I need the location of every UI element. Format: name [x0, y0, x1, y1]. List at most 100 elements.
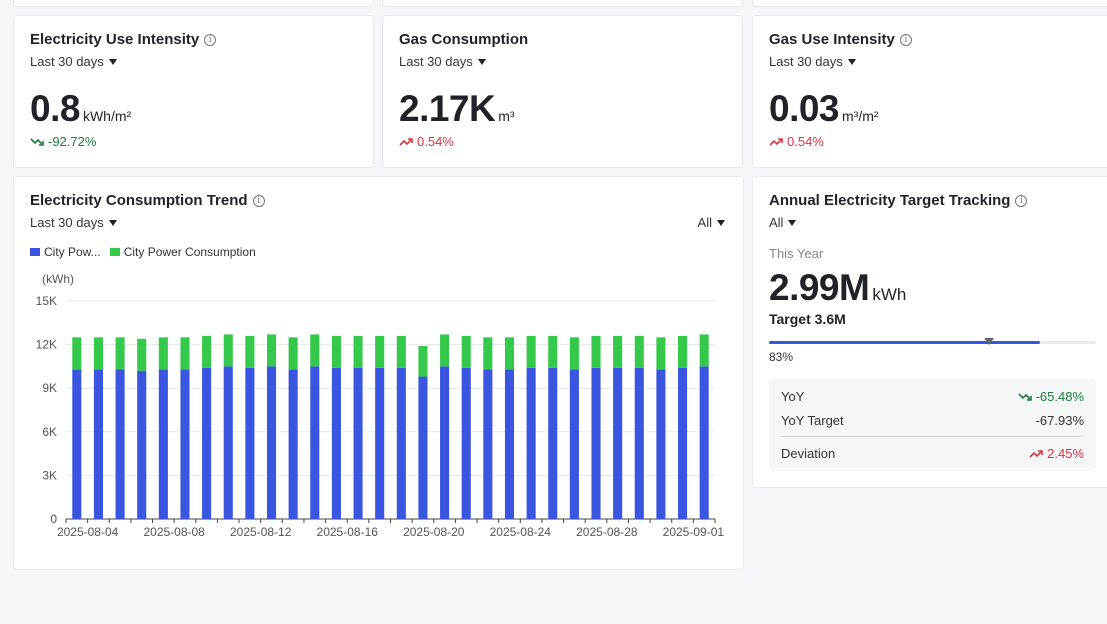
info-icon[interactable]: i	[1015, 194, 1028, 207]
bar-series-2	[115, 337, 125, 370]
metric-change: 0.54%	[769, 134, 824, 149]
bar-series-2	[483, 337, 493, 370]
stat-row-yoy: YoY -65.48%	[781, 389, 1084, 404]
card-title: Electricity Use Intensity i	[30, 31, 217, 48]
period-dropdown[interactable]: Last 30 days	[30, 54, 117, 69]
card-title-text: Electricity Consumption Trend	[30, 192, 248, 209]
filter-dropdown[interactable]: All	[769, 215, 797, 230]
bar-series-1	[353, 367, 363, 519]
card-title: Electricity Consumption Trend i	[30, 192, 265, 209]
bar-series-2	[223, 334, 233, 367]
bar-series-1	[656, 369, 666, 519]
card-title-text: Gas Consumption	[399, 31, 529, 48]
trend-up-icon	[769, 137, 783, 146]
annual-target-tracking-card: Annual Electricity Target Tracking i All…	[752, 176, 1107, 488]
target-label: Target 3.6M	[769, 311, 846, 327]
bar-series-1	[678, 367, 688, 519]
y-tick-label: 6K	[42, 425, 57, 439]
bar-series-2	[504, 337, 515, 370]
bar-series-2	[569, 337, 579, 370]
legend-label: City Power Consumption	[123, 245, 256, 259]
bar-series-1	[266, 366, 277, 519]
x-tick-label: 2025-09-01	[663, 525, 725, 539]
period-dropdown-label: Last 30 days	[30, 54, 104, 69]
x-tick-label: 2025-08-28	[576, 525, 638, 539]
bar-series-2	[266, 334, 277, 367]
x-tick-label: 2025-08-12	[230, 525, 292, 539]
bar-series-1	[418, 376, 428, 519]
info-icon[interactable]: i	[899, 33, 912, 46]
period-dropdown-label: Last 30 days	[30, 215, 104, 230]
y-tick-label: 15K	[36, 294, 57, 308]
bar-series-2	[375, 335, 385, 368]
stat-value: -67.93%	[1035, 413, 1084, 428]
electricity-consumption-trend-card: Electricity Consumption Trend i Last 30 …	[13, 176, 744, 570]
bar-series-2	[180, 337, 190, 370]
info-icon[interactable]: i	[204, 33, 217, 46]
x-tick-label: 2025-08-16	[317, 525, 379, 539]
card-title: Annual Electricity Target Tracking i	[769, 192, 1028, 209]
stat-value-text: -65.48%	[1035, 389, 1084, 404]
bar-series-1	[180, 369, 190, 519]
y-tick-label: 9K	[42, 381, 57, 395]
x-tick-label: 2025-08-20	[403, 525, 465, 539]
period-dropdown[interactable]: Last 30 days	[769, 54, 856, 69]
metric-change-value: 0.54%	[787, 134, 824, 149]
bar-series-1	[591, 367, 601, 519]
bar-series-1	[613, 367, 623, 519]
x-tick-label: 2025-08-04	[57, 525, 119, 539]
bar-series-2	[461, 335, 471, 368]
bar-series-2	[699, 334, 709, 367]
bar-series-2	[396, 335, 406, 368]
filter-dropdown[interactable]: All	[698, 215, 725, 230]
bar-series-1	[548, 367, 558, 519]
metric-value: 0.8 kWh/m²	[30, 88, 131, 130]
stats-divider	[781, 436, 1084, 437]
metric-change: 0.54%	[399, 134, 454, 149]
bar-series-1	[526, 367, 536, 519]
bar-series-1	[331, 367, 341, 519]
bar-series-1	[158, 369, 168, 519]
stat-row-yoy-target: YoY Target -67.93%	[781, 413, 1084, 428]
bar-series-1	[223, 366, 233, 519]
gas-use-intensity-card: Gas Use Intensity i Last 30 days 0.03 m³…	[752, 15, 1107, 168]
stat-label: YoY Target	[781, 413, 844, 428]
bar-series-2	[418, 346, 428, 377]
legend-item-series-2[interactable]: City Power Consumption	[109, 245, 256, 259]
bar-series-2	[72, 337, 82, 370]
bar-series-1	[396, 367, 406, 519]
metric-change-value: -92.72%	[48, 134, 97, 149]
bar-series-2	[310, 334, 320, 367]
bar-series-1	[137, 370, 147, 519]
bar-series-2	[656, 337, 666, 370]
period-dropdown[interactable]: Last 30 days	[30, 215, 117, 230]
annual-unit: kWh	[872, 285, 907, 304]
metric-unit: kWh/m²	[82, 108, 132, 124]
bar-series-1	[115, 369, 125, 519]
period-dropdown[interactable]: Last 30 days	[399, 54, 486, 69]
y-tick-label: 12K	[36, 338, 57, 352]
legend-item-series-1[interactable]: City Pow...	[30, 245, 101, 259]
metric-number: 2.17K	[399, 88, 496, 129]
bar-series-1	[72, 369, 82, 519]
bar-series-1	[310, 366, 320, 519]
bar-series-2	[353, 335, 363, 368]
caret-down-icon	[717, 219, 725, 226]
target-marker-icon	[984, 338, 994, 345]
bar-series-2	[613, 335, 623, 368]
stat-value: -65.48%	[1018, 389, 1084, 404]
bar-series-1	[483, 369, 493, 519]
filter-dropdown-label: All	[769, 215, 784, 230]
gas-consumption-card: Gas Consumption Last 30 days 2.17K m³ 0.…	[382, 15, 743, 168]
caret-down-icon	[477, 58, 486, 65]
stat-label: Deviation	[781, 446, 836, 461]
bar-series-1	[288, 369, 298, 519]
caret-down-icon	[847, 58, 856, 65]
bar-series-2	[137, 338, 147, 371]
trend-chart[interactable]: (kWh) 0 3K 6K 9K 12K 15K 2025-08-04 2025-08-08 20…	[14, 269, 743, 569]
top-card-partial-1	[13, 0, 374, 7]
info-icon[interactable]: i	[252, 194, 265, 207]
card-title: Gas Use Intensity i	[769, 31, 912, 48]
metric-number: 0.8	[30, 88, 80, 129]
metric-value: 0.03 m³/m²	[769, 88, 879, 130]
